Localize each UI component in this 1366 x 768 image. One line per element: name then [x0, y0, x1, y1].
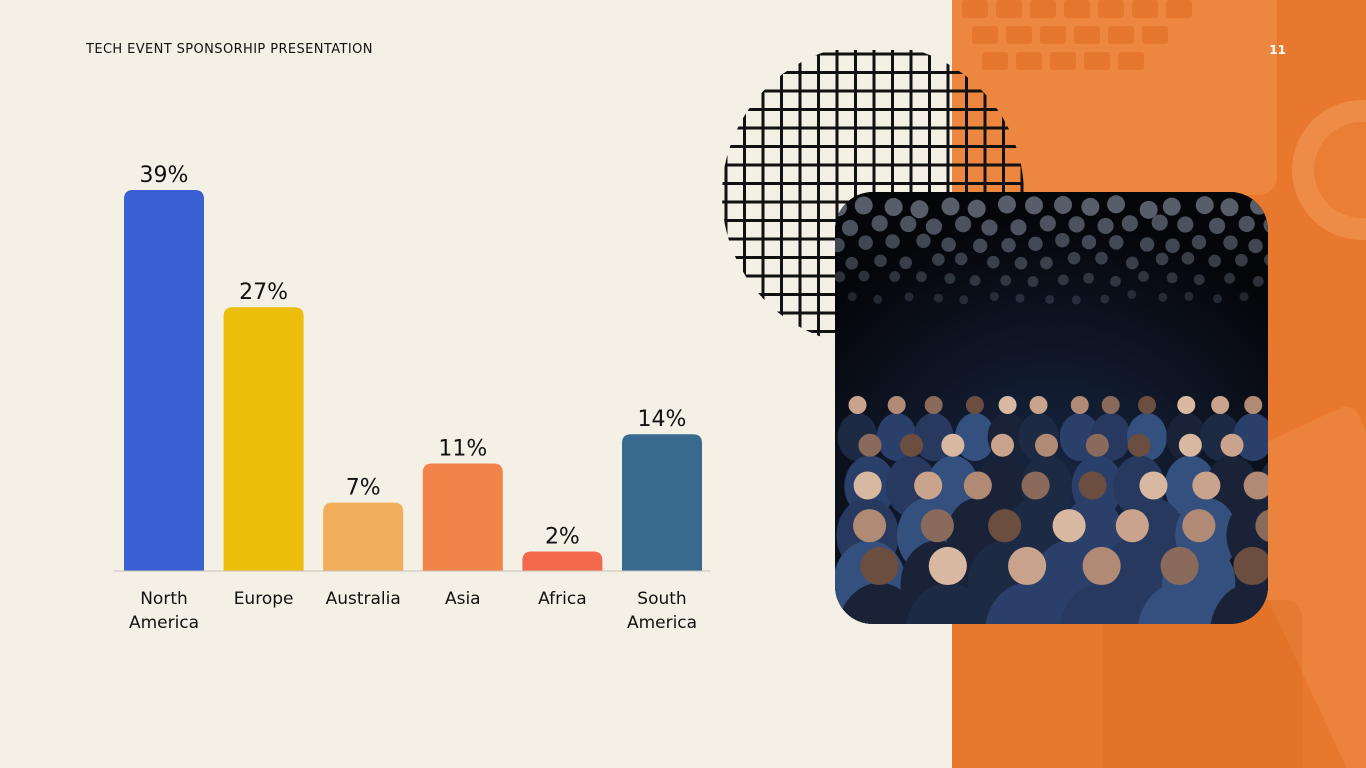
laptop-background-art: [952, 0, 1366, 768]
value-label: 27%: [239, 280, 288, 305]
category-label-line: America: [627, 613, 697, 633]
conference-audience-photo: [835, 192, 1268, 624]
page-number: 11: [1269, 43, 1286, 57]
category-label-line: Europe: [234, 589, 294, 609]
category-label: Europe: [234, 589, 294, 609]
category-label-line: North: [140, 589, 188, 609]
value-label: 14%: [638, 407, 687, 432]
category-label: North America: [129, 589, 199, 633]
value-label: 2%: [545, 524, 580, 549]
value-label: 39%: [140, 163, 189, 188]
bar-australia: [323, 502, 404, 571]
category-label-line: Asia: [445, 589, 481, 609]
bar-europe: [223, 307, 304, 571]
category-label-line: Africa: [538, 589, 587, 609]
bar-africa: [522, 551, 603, 571]
category-label: Australia: [326, 589, 401, 609]
orange-side-panel: [952, 0, 1366, 768]
category-label-line: South: [637, 589, 686, 609]
value-label: 11%: [438, 437, 487, 462]
category-label: Asia: [445, 589, 481, 609]
presentation-title: TECH EVENT SPONSORHIP PRESENTATION: [86, 42, 373, 57]
category-label-line: America: [129, 613, 199, 633]
bar-south-america: [622, 434, 702, 571]
bar-asia: [422, 463, 503, 571]
bar-north-america: [124, 190, 204, 571]
category-label-line: Australia: [326, 589, 401, 609]
bar-chart: 39% North America 27% Europe 7% Australia 11% As…: [114, 163, 711, 633]
category-label: Africa: [538, 589, 587, 609]
category-label: South America: [627, 589, 697, 633]
value-label: 7%: [346, 476, 381, 501]
